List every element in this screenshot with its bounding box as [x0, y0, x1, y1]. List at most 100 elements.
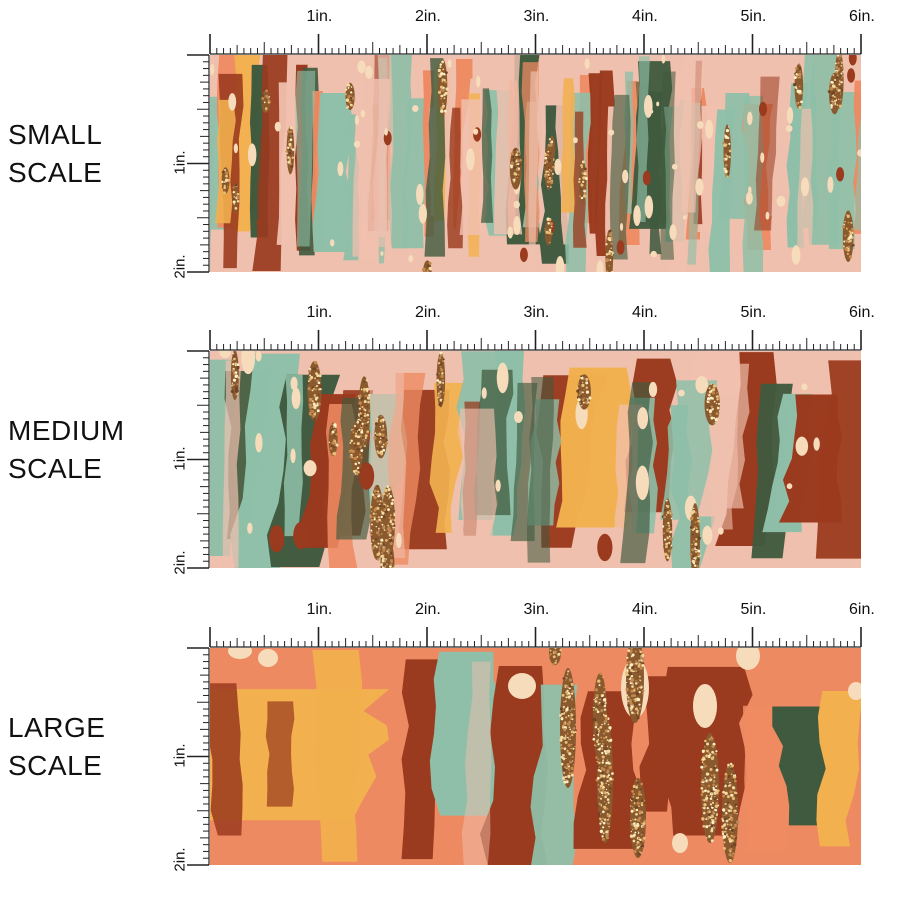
brush-stroke — [480, 88, 494, 223]
glitter-oval — [232, 183, 240, 214]
cream-dot — [255, 433, 263, 453]
glitter-oval — [373, 414, 389, 459]
glitter-oval — [344, 82, 356, 111]
brush-stroke — [252, 55, 288, 272]
cream-dot — [760, 152, 765, 163]
cream-dot — [384, 128, 388, 136]
glitter-oval — [230, 351, 240, 401]
scale-label-line2: SCALE — [8, 750, 103, 781]
cream-dot — [813, 437, 820, 451]
cream-dot — [495, 479, 501, 492]
ruler-ticks — [187, 54, 210, 273]
brush-stroke — [265, 701, 295, 807]
scale-label-small: SMALL SCALE — [8, 116, 102, 192]
glitter-oval — [793, 63, 804, 110]
vertical-ruler: 1in. 2in. — [172, 54, 210, 279]
cream-dot — [353, 140, 361, 148]
cream-dot — [765, 211, 770, 220]
cream-dot — [596, 260, 604, 272]
brush-stroke — [312, 650, 363, 862]
scale-label-line2: SCALE — [8, 157, 103, 188]
vertical-ruler: 1in. 2in. — [172, 647, 210, 872]
glitter-oval — [704, 383, 721, 426]
glitter-oval — [595, 713, 614, 843]
glitter-oval — [548, 648, 562, 666]
cream-dot — [827, 176, 834, 193]
ruler-ticks — [209, 330, 862, 351]
cream-dot — [555, 256, 565, 272]
rust-oval — [358, 462, 375, 490]
glitter-oval — [437, 59, 449, 117]
brush-stroke — [743, 705, 794, 853]
ruler-label-2in-vertical: 2in. — [171, 550, 189, 575]
cream-dot — [247, 522, 253, 534]
cream-dot — [476, 75, 481, 88]
cream-dot — [513, 200, 520, 209]
glitter-oval — [700, 733, 720, 843]
cream-dot — [380, 251, 384, 256]
cream-dot — [496, 362, 509, 394]
cream-dot — [672, 833, 688, 853]
cream-dot — [507, 226, 514, 239]
cream-dot — [554, 158, 562, 176]
ruler-label-6in: 6in. — [849, 304, 875, 321]
scale-panel-small: SMALL SCALE 1in. 2in. 3in. 4in. 5in. 6in. 1in… — [0, 0, 900, 290]
glitter-oval — [285, 126, 295, 175]
ruler-label-1in: 1in. — [306, 601, 333, 618]
ruler-label-4in: 4in. — [632, 601, 658, 618]
rust-oval — [519, 247, 528, 262]
cream-dot — [669, 224, 677, 240]
ruler-ticks — [209, 34, 862, 55]
cream-dot — [290, 448, 296, 464]
fabric-swatch-medium — [210, 351, 861, 568]
cream-dot — [661, 55, 666, 64]
ruler-label-2in: 2in. — [415, 8, 441, 25]
brushstroke-pattern — [210, 351, 861, 568]
cream-dot — [786, 483, 793, 490]
ruler-label-5in: 5in. — [740, 8, 767, 25]
cream-dot — [395, 532, 402, 549]
cream-dot — [619, 223, 624, 231]
cream-dot — [678, 389, 685, 397]
cream-dot — [514, 411, 523, 424]
ruler-ticks — [209, 627, 862, 648]
scale-label-large: LARGE SCALE — [8, 709, 105, 785]
brush-stroke — [401, 659, 443, 860]
ruler-label-1in-vertical: 1in. — [171, 445, 189, 471]
cream-dot — [786, 106, 794, 124]
cream-dot — [481, 387, 487, 399]
glitter-oval — [221, 167, 230, 195]
brush-stroke — [210, 683, 243, 836]
glitter-oval — [307, 360, 323, 422]
brush-stroke — [854, 115, 861, 231]
glitter-oval — [827, 72, 841, 115]
cream-dot — [717, 527, 724, 535]
cream-dot — [255, 351, 262, 362]
glitter-oval — [629, 778, 647, 858]
cream-dot — [776, 195, 786, 207]
cream-dot — [228, 93, 237, 111]
rust-oval — [758, 101, 767, 117]
cream-dot — [354, 115, 360, 126]
cream-dot — [736, 648, 760, 670]
cream-dot — [219, 351, 231, 359]
ruler-label-5in: 5in. — [740, 601, 767, 618]
brush-stroke — [479, 666, 548, 865]
cream-dot — [648, 381, 658, 398]
brush-stroke — [660, 380, 718, 520]
glitter-oval — [260, 89, 271, 114]
cream-dot — [249, 144, 255, 151]
brush-stroke — [711, 363, 750, 509]
cream-dot — [643, 94, 653, 118]
scale-panel-medium: MEDIUM SCALE 1in. 2in. 3in. 4in. 5in. 6in. 1i… — [0, 296, 900, 586]
ruler-label-4in: 4in. — [632, 8, 658, 25]
scale-panel-large: LARGE SCALE 1in. 2in. 3in. 4in. 5in. 6in. 1in… — [0, 593, 900, 883]
cream-dot — [466, 148, 475, 171]
scale-label-line1: MEDIUM — [8, 415, 125, 446]
glitter-oval — [578, 160, 588, 204]
glitter-oval — [328, 422, 339, 457]
cream-dot — [693, 684, 717, 728]
cream-dot — [791, 245, 801, 265]
brush-stroke — [639, 676, 690, 812]
glitter-oval — [369, 484, 386, 561]
